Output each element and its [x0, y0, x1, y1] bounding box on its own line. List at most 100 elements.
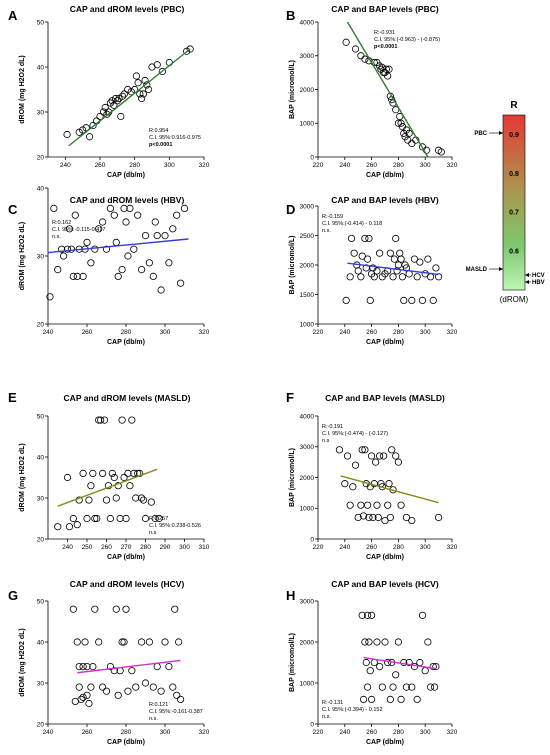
data-point — [124, 252, 132, 260]
x-axis-label: CAP (db/m) — [107, 172, 145, 179]
data-point — [434, 273, 443, 281]
colorbar-marker-arrow — [499, 267, 503, 271]
stat-text: C.I. 95%:(-0.474) - (-0.127) — [322, 431, 388, 437]
y-axis-label: BAP (micromol/L) — [289, 60, 296, 119]
data-point — [102, 496, 111, 504]
data-point — [65, 523, 74, 531]
chart-panel-a: A CAP and dROM levels (PBC) 240 260 280 300 32… — [8, 4, 210, 179]
x-tick-label: 320 — [447, 729, 458, 736]
data-point — [175, 638, 183, 646]
y-tick-label: 30 — [37, 680, 45, 687]
data-point — [50, 204, 58, 212]
chart-title: CAP and dROM levels (PBC) — [70, 4, 185, 14]
data-point — [349, 483, 357, 491]
x-tick-label: 260 — [101, 544, 112, 551]
x-tick-label: 280 — [393, 729, 404, 736]
data-point — [91, 514, 99, 523]
y-tick-label: 1000 — [300, 680, 315, 687]
data-point — [389, 683, 397, 691]
data-point — [354, 267, 362, 275]
regression-line — [363, 656, 437, 670]
x-tick-label: 280 — [393, 329, 404, 336]
data-point — [130, 469, 138, 477]
data-point — [102, 687, 111, 695]
y-tick-label: 1500 — [300, 292, 315, 299]
data-point — [75, 683, 83, 691]
x-tick-label: 260 — [366, 729, 377, 736]
data-point — [373, 638, 381, 646]
panel-letter: F — [286, 390, 294, 405]
data-point — [357, 501, 365, 509]
data-point — [95, 225, 103, 233]
colorbar-gradient — [502, 114, 526, 291]
data-point — [408, 296, 416, 304]
data-point — [361, 234, 369, 243]
data-point — [110, 101, 118, 109]
data-point — [128, 416, 136, 424]
y-tick-label: 2000 — [300, 475, 315, 482]
x-tick-label: 320 — [199, 162, 210, 169]
data-point — [65, 225, 74, 233]
panel-letter: H — [286, 588, 295, 603]
panel-letter: C — [8, 202, 18, 217]
data-point — [71, 697, 79, 706]
data-point — [147, 498, 155, 506]
stat-text: C.I. 95%:(-0.394) - 0.152 — [322, 707, 383, 713]
stat-text: C.I. 95%:(-0.963) - (-0.875) — [374, 37, 440, 43]
data-point — [426, 683, 435, 691]
data-point — [430, 683, 439, 691]
stat-text: p<0.0001 — [374, 44, 397, 50]
data-point — [402, 513, 411, 522]
panel-letter: G — [8, 588, 18, 603]
data-point — [363, 683, 372, 691]
data-point — [93, 514, 101, 523]
y-tick-label: 0 — [310, 154, 314, 161]
data-point — [359, 695, 368, 704]
data-point — [424, 255, 432, 263]
chart-panel-g: G CAP and dROM levels (HCV) 240 260 280 300 32… — [8, 579, 210, 746]
data-point — [126, 482, 134, 490]
data-point — [116, 514, 124, 523]
data-point — [157, 687, 165, 695]
data-point — [394, 458, 402, 466]
data-point — [151, 514, 159, 523]
data-point — [143, 81, 151, 89]
data-point — [118, 92, 127, 100]
x-tick-label: 250 — [82, 544, 93, 551]
data-point — [437, 148, 445, 156]
data-point — [381, 516, 389, 525]
data-point — [388, 446, 396, 454]
y-tick-label: 3000 — [300, 203, 315, 210]
stat-text: R:-0.191 — [322, 424, 343, 430]
data-point — [169, 683, 177, 691]
colorbar-marker-arrow — [499, 131, 503, 135]
chart-panel-b: B CAP and BAP levels (PBC) 220 240 260 280 300… — [286, 4, 458, 179]
stat-text: R:0.121 — [149, 702, 168, 708]
x-tick-label: 240 — [339, 329, 350, 336]
data-point — [361, 638, 369, 646]
data-point — [118, 265, 126, 274]
data-point — [89, 121, 97, 130]
data-point — [342, 38, 350, 46]
data-point — [400, 658, 408, 667]
data-point — [373, 267, 381, 275]
x-axis-label: CAP (db/m) — [366, 172, 404, 179]
data-point — [67, 245, 76, 253]
data-point — [69, 605, 77, 613]
chart-panel-h: H CAP and BAP levels (HCV) 220 240 260 280 300… — [286, 579, 458, 746]
colorbar-title: R — [510, 100, 518, 111]
data-point — [369, 513, 377, 522]
x-tick-label: 280 — [129, 162, 140, 169]
y-tick-label: 40 — [37, 185, 45, 192]
data-point — [397, 501, 405, 509]
data-point — [342, 296, 350, 304]
x-tick-label: 300 — [420, 544, 431, 551]
data-point — [81, 638, 89, 646]
y-tick-label: 3000 — [300, 53, 315, 60]
data-point — [136, 469, 144, 477]
stat-text: n.s. — [322, 714, 331, 720]
y-tick-label: 50 — [37, 19, 45, 26]
data-point — [361, 446, 369, 454]
x-tick-label: 320 — [447, 544, 458, 551]
